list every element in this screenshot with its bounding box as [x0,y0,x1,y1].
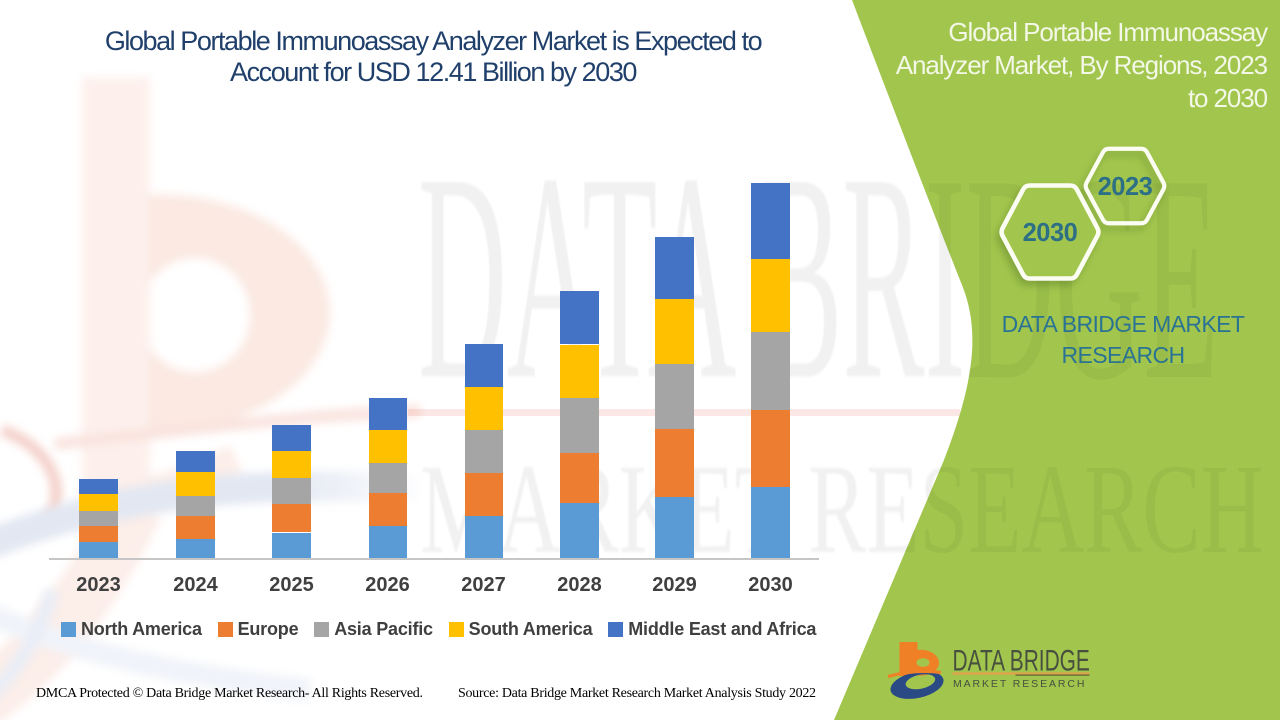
svg-text:DATA BRIDGE: DATA BRIDGE [953,645,1090,677]
svg-text:2023: 2023 [1098,173,1153,201]
svg-text:2030: 2030 [1023,219,1078,247]
svg-text:MARKET RESEARCH: MARKET RESEARCH [953,678,1086,690]
